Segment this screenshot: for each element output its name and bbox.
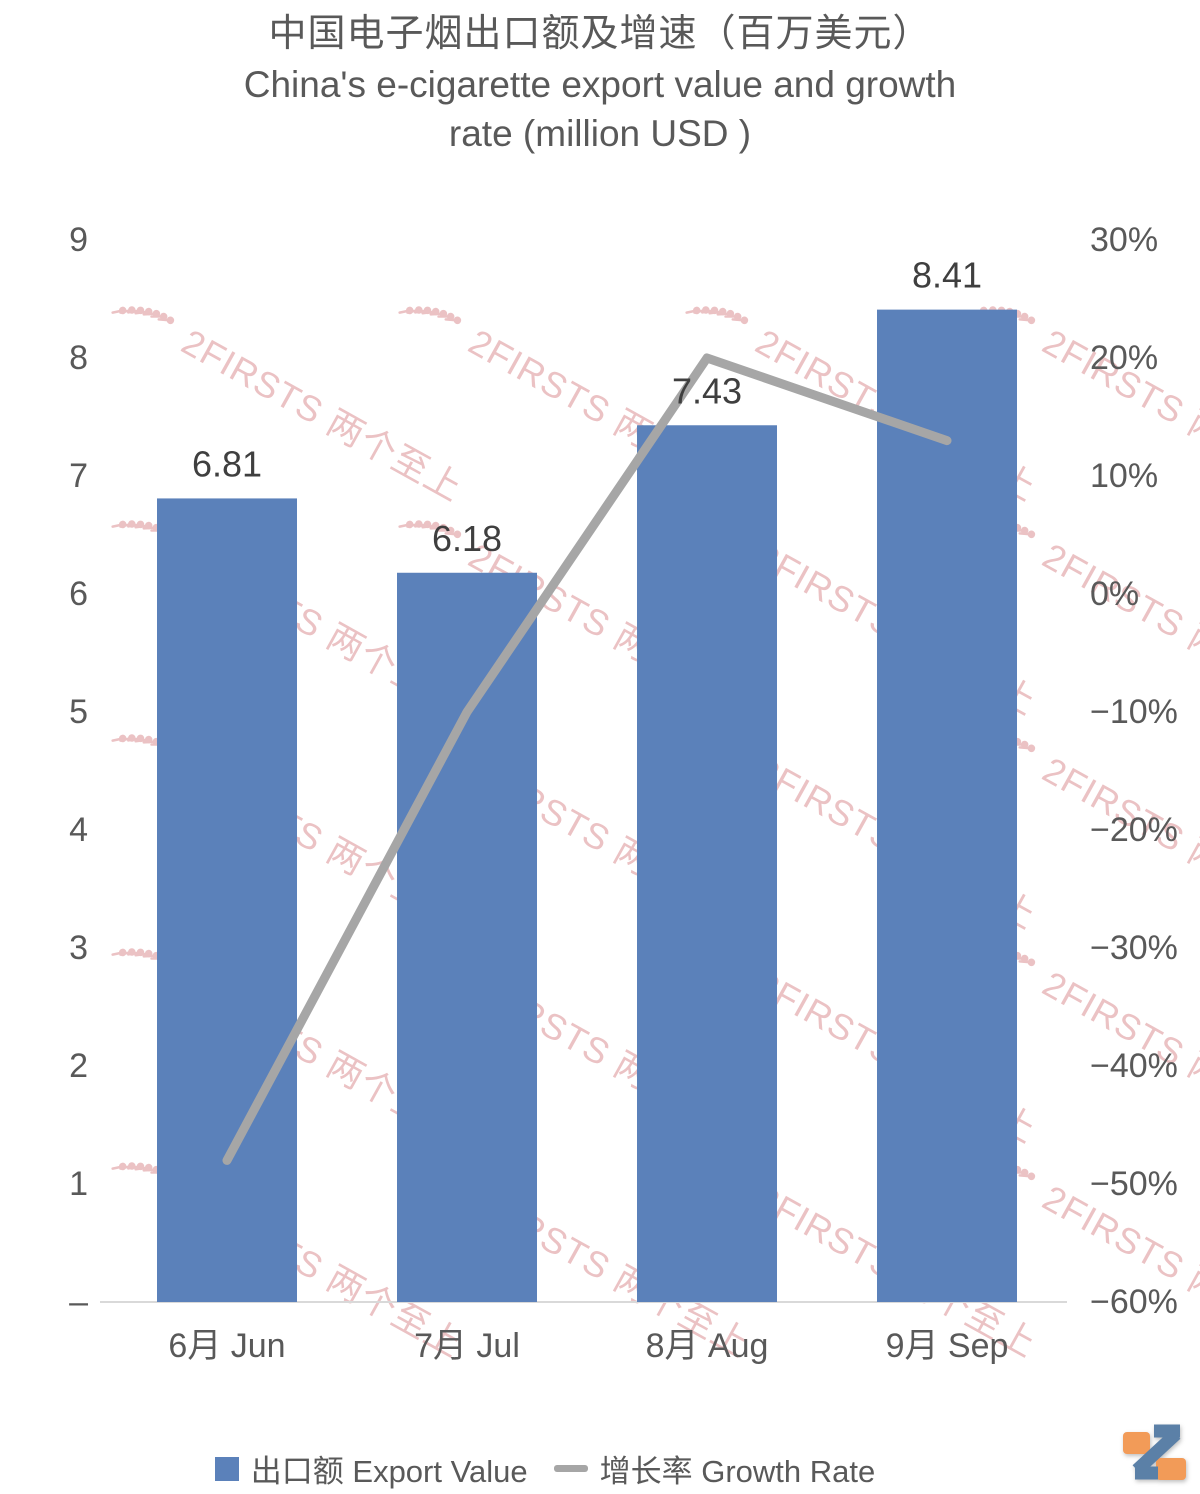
2firsts-logo-icon [1123,1424,1186,1480]
right-axis-tick: 10% [1090,457,1158,495]
left-axis-tick: 7 [69,457,88,495]
legend: 出口额 Export Value 增长率 Growth Rate [0,1446,1090,1491]
left-axis-tick: 6 [69,575,88,613]
chart-title: 中国电子烟出口额及增速（百万美元） China's e-cigarette ex… [0,8,1200,158]
right-axis-tick: 30% [1090,221,1158,259]
left-axis-tick: 9 [69,221,88,259]
left-axis-tick: 1 [69,1165,88,1203]
right-axis-tick: −10% [1090,693,1178,731]
chart-title-en-line2: rate (million USD ) [448,113,752,154]
legend-bar-swatch-icon [214,1456,239,1481]
legend-line-swatch-icon [553,1465,588,1472]
left-axis-tick: 3 [69,929,88,967]
right-axis-tick: −40% [1090,1047,1178,1085]
legend-bar-label: 出口额 Export Value [250,1454,528,1489]
right-axis-tick: −50% [1090,1165,1178,1203]
growth-rate-line [222,353,952,1165]
bar-8月 Aug [637,425,777,1302]
bar-value-label: 8.41 [912,255,982,296]
logo-z-glyph [1132,1424,1181,1480]
right-axis-tick: −30% [1090,929,1178,967]
left-axis-tick: 2 [69,1047,88,1085]
bar-9月 Sep [877,309,1017,1302]
chart-title-zh: 中国电子烟出口额及增速（百万美元） [268,13,932,55]
bar-value-label: 6.81 [192,443,262,484]
logo-orange-block-bottom [1156,1458,1186,1480]
left-axis-tick: 4 [69,811,88,849]
chart-title-en-line1: China's e-cigarette export value and gro… [243,64,957,105]
legend-line-label: 增长率 Growth Rate [599,1454,876,1489]
right-axis-tick: −60% [1090,1283,1178,1321]
x-axis-label: 9月 Sep [886,1327,1009,1365]
bar-7月 Jul [397,572,537,1302]
x-axis-label: 7月 Jul [414,1327,520,1365]
bar-6月 Jun [157,498,297,1302]
logo-orange-block-top [1123,1432,1150,1454]
left-axis-tick: 5 [69,693,88,731]
x-axis-label: 6月 Jun [168,1327,285,1365]
left-axis-tick: – [69,1283,88,1321]
right-axis-tick: 20% [1090,339,1158,377]
bar-value-label: 6.18 [432,518,502,559]
right-axis-tick: −20% [1090,811,1178,849]
x-axis-label: 8月 Aug [646,1327,769,1365]
right-axis-tick: 0% [1090,575,1139,613]
bar-value-label: 7.43 [672,370,742,411]
left-axis-tick: 8 [69,339,88,377]
